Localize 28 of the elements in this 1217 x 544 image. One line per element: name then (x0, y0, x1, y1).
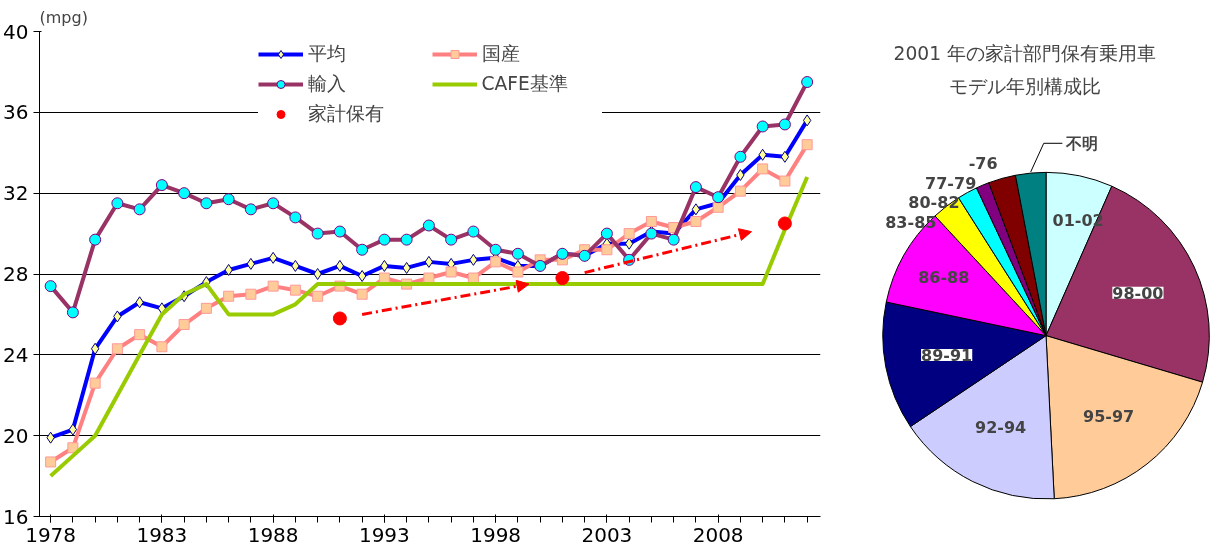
chart-title: 2001 年の家計部門保有乗用車 (893, 43, 1157, 65)
slice-label: 不明 (1064, 133, 1098, 153)
x-tick-label: 2003 (581, 522, 633, 544)
x-tick-label: 1998 (470, 522, 522, 544)
slice-label: 92-94 (975, 417, 1027, 437)
y-tick-label: 32 (3, 181, 29, 206)
slice-label: -76 (968, 154, 998, 174)
slice-label: 98-00 (1112, 283, 1164, 303)
x-tick-label: 2008 (692, 522, 744, 544)
y-tick-label: 20 (3, 423, 29, 448)
y-axis-title: (mpg) (39, 7, 88, 27)
legend-label: 平均 (307, 42, 347, 66)
legend-label: 輸入 (307, 72, 347, 96)
legend-label: 家計保有 (307, 102, 385, 126)
slice-label: 89-91 (921, 346, 973, 366)
legend-label: 国産 (481, 42, 521, 66)
x-tick-label: 1988 (247, 522, 299, 544)
y-tick-label: 36 (3, 100, 29, 125)
y-tick-label: 28 (3, 262, 29, 286)
chart-subtitle: モデル年別構成比 (948, 76, 1101, 98)
x-tick-label: 1983 (136, 522, 188, 544)
slice-label: 77-79 (925, 173, 977, 193)
x-tick-label: 1993 (358, 522, 410, 544)
y-tick-label: 24 (3, 342, 29, 367)
legend-label: CAFE基準 (481, 72, 569, 96)
slice-label: 86-88 (918, 268, 970, 288)
y-tick-label: 40 (3, 19, 29, 44)
slice-label: 95-97 (1083, 406, 1135, 426)
